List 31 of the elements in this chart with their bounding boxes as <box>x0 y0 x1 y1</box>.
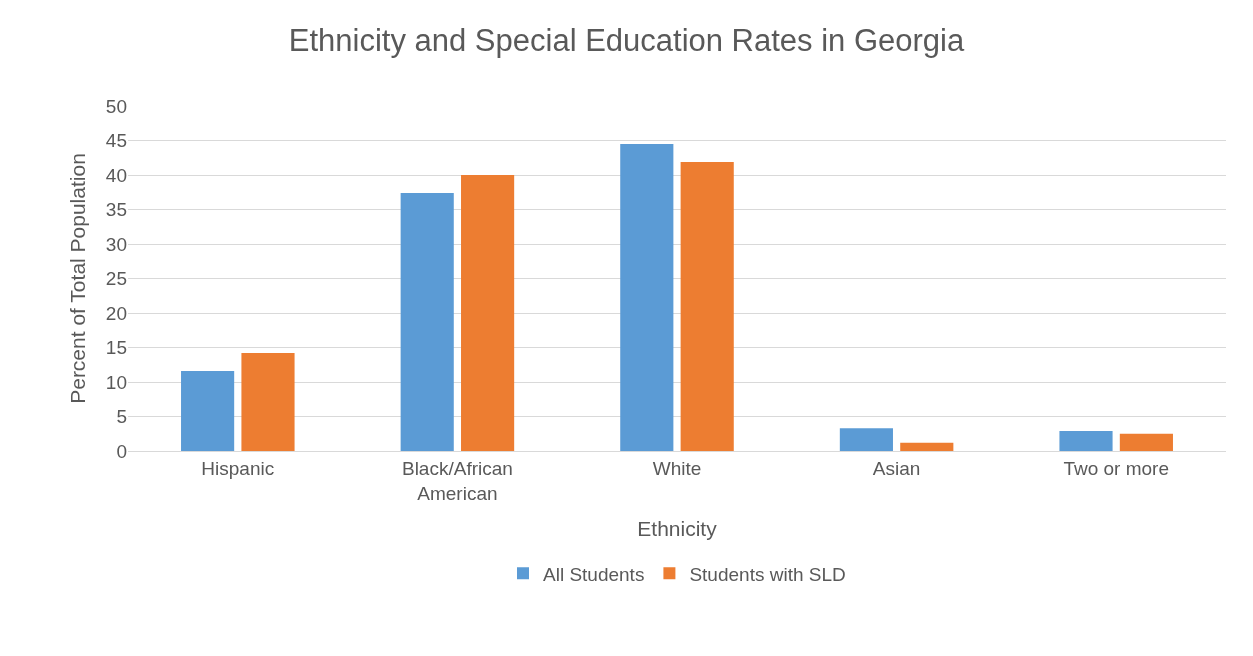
bar <box>1059 430 1113 451</box>
y-tick-label: 40 <box>105 164 127 186</box>
x-tick-label: Two or more <box>1063 457 1169 479</box>
y-tick-label: 35 <box>105 199 127 221</box>
bar <box>1119 433 1173 451</box>
y-tick-label: 30 <box>105 233 127 255</box>
y-tick-label: 0 <box>116 440 127 462</box>
x-tick-label: Asian <box>872 457 921 479</box>
bar <box>241 353 295 451</box>
legend-label: Students with SLD <box>689 563 846 585</box>
y-tick-label: 20 <box>105 302 127 324</box>
y-axis-title: Percent of Total Population <box>66 153 90 404</box>
y-tick-label: 45 <box>105 130 127 152</box>
bar <box>839 428 893 451</box>
y-tick-label: 15 <box>105 337 127 359</box>
bar <box>620 143 674 451</box>
x-tick-label: Black/African American <box>401 457 513 504</box>
bar <box>400 192 454 451</box>
bar <box>680 161 734 451</box>
y-tick-label: 10 <box>105 371 127 393</box>
bar <box>461 175 515 451</box>
bar <box>181 370 235 451</box>
y-tick-label: 50 <box>105 95 127 117</box>
x-tick-label: White <box>652 457 702 479</box>
x-axis-title: Ethnicity <box>637 516 718 540</box>
y-tick-label: 25 <box>105 268 127 290</box>
x-tick-label: Hispanic <box>201 457 275 479</box>
chart-title: Ethnicity and Special Education Rates in Georgia <box>288 23 966 59</box>
legend-label: All Students <box>543 563 645 585</box>
y-tick-label: 5 <box>116 406 127 428</box>
bar <box>900 442 954 451</box>
